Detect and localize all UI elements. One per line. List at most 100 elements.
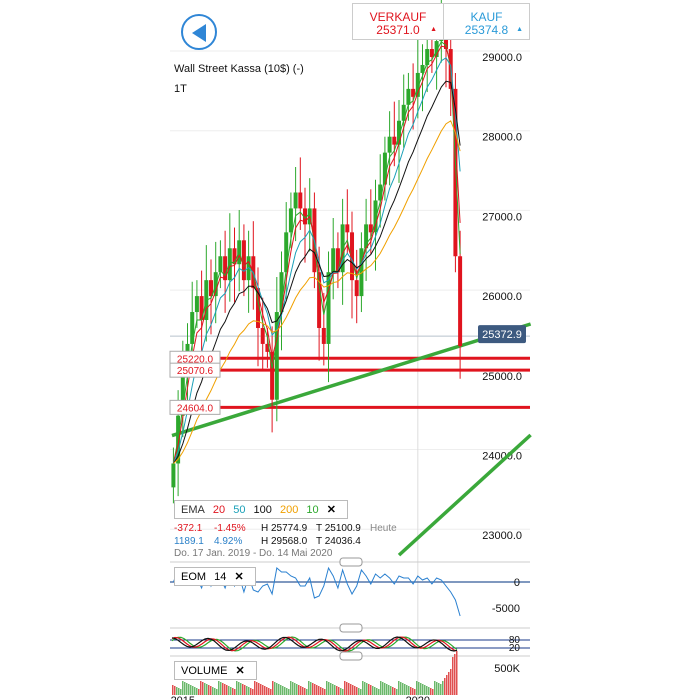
volume-bar bbox=[256, 682, 258, 695]
candle bbox=[279, 272, 284, 313]
volume-bar bbox=[400, 682, 402, 695]
current-price-badge bbox=[478, 325, 526, 344]
candle bbox=[274, 312, 279, 400]
volume-bar bbox=[190, 685, 192, 695]
volume-bar bbox=[426, 686, 428, 695]
timeframe[interactable]: 1T bbox=[174, 83, 187, 95]
volume-bar bbox=[218, 681, 220, 695]
volume-bar bbox=[404, 684, 406, 695]
candle bbox=[434, 41, 439, 57]
ema-line bbox=[172, 40, 461, 464]
volume-bar bbox=[186, 683, 188, 695]
volume-bar bbox=[422, 684, 424, 695]
volume-bar bbox=[340, 688, 342, 695]
resize-handle[interactable] bbox=[339, 651, 363, 661]
sell-button[interactable]: VERKAUF 25371.0 ▲ bbox=[352, 3, 444, 40]
candle bbox=[453, 88, 458, 257]
candle bbox=[406, 88, 411, 105]
level-label-box bbox=[169, 399, 221, 415]
volume-bar bbox=[250, 688, 252, 695]
volume-bar bbox=[242, 684, 244, 695]
volume-bar bbox=[376, 688, 378, 695]
volume-bar bbox=[430, 688, 432, 695]
candle bbox=[444, 33, 449, 50]
ema-period: 20 bbox=[212, 504, 226, 516]
volume-bar bbox=[272, 681, 274, 695]
ema-line bbox=[172, 80, 461, 464]
eom-period: 14 bbox=[214, 571, 227, 583]
volume-bar bbox=[184, 682, 186, 695]
x-tick-label: 2015 bbox=[171, 695, 195, 700]
buy-price: 25374.8 bbox=[464, 23, 509, 37]
resize-handle[interactable] bbox=[339, 557, 363, 567]
ema-legend[interactable]: EMA 20 50 100 200 10 ✕ bbox=[174, 500, 348, 519]
volume-bar bbox=[246, 686, 248, 695]
volume-bar bbox=[350, 684, 352, 695]
volume-bar bbox=[388, 685, 390, 695]
volume-bar bbox=[292, 682, 294, 695]
volume-bar bbox=[204, 683, 206, 695]
volume-bar bbox=[414, 689, 416, 695]
volume-bar bbox=[318, 686, 320, 695]
volume-bar bbox=[368, 684, 370, 695]
volume-bar bbox=[380, 681, 382, 695]
volume-bar bbox=[362, 681, 364, 695]
sell-price: 25371.0 bbox=[376, 23, 420, 37]
volume-bar bbox=[396, 689, 398, 695]
close-icon[interactable]: ✕ bbox=[235, 665, 245, 677]
candle bbox=[199, 296, 204, 321]
volume-label: VOLUME bbox=[181, 665, 228, 677]
volume-bar bbox=[452, 657, 454, 695]
trendline bbox=[171, 322, 532, 438]
volume-bar bbox=[356, 687, 358, 695]
volume-bar bbox=[448, 672, 450, 695]
volume-bar bbox=[238, 682, 240, 695]
volume-bar bbox=[402, 683, 404, 695]
volume-bar bbox=[286, 688, 288, 695]
volume-bar bbox=[324, 689, 326, 695]
volume-bar bbox=[222, 683, 224, 695]
volume-bar bbox=[392, 687, 394, 695]
volume-bar bbox=[322, 688, 324, 695]
y-tick-label: 26000.0 bbox=[482, 291, 522, 303]
volume-bar bbox=[408, 686, 410, 695]
volume-bar bbox=[364, 682, 366, 695]
resize-handle[interactable] bbox=[339, 623, 363, 633]
volume-tick-label: 500K bbox=[494, 663, 520, 675]
candle bbox=[298, 192, 303, 209]
change: 1189.1 bbox=[174, 536, 204, 547]
candle bbox=[265, 343, 270, 352]
change: -372.1 bbox=[174, 523, 203, 534]
candle bbox=[458, 256, 463, 347]
eom-tick-label: 0 bbox=[514, 577, 520, 589]
volume-bar bbox=[290, 681, 292, 695]
candle bbox=[364, 224, 369, 249]
volume-bar bbox=[296, 684, 298, 695]
stoch-tick-label: 20 bbox=[509, 643, 521, 654]
triangle-up-icon: ▲ bbox=[430, 26, 437, 33]
back-button[interactable] bbox=[181, 14, 217, 50]
candle bbox=[260, 327, 265, 344]
volume-bar bbox=[438, 683, 440, 695]
volume-bar bbox=[180, 689, 182, 695]
volume-bar bbox=[174, 686, 176, 695]
volume-bar bbox=[442, 681, 444, 695]
volume-bar bbox=[432, 689, 434, 695]
volume-bar bbox=[202, 682, 204, 695]
y-tick-label: 25000.0 bbox=[482, 371, 522, 383]
ema-period: 10 bbox=[306, 504, 319, 516]
ema-period: 200 bbox=[279, 504, 299, 516]
buy-button[interactable]: KAUF 25374.8 ▲ bbox=[443, 3, 530, 40]
volume-bar bbox=[196, 688, 198, 695]
volume-bar bbox=[454, 654, 456, 695]
close-icon[interactable]: ✕ bbox=[234, 571, 244, 583]
volume-legend[interactable]: VOLUME ✕ bbox=[174, 661, 257, 680]
candle bbox=[227, 248, 232, 281]
eom-legend[interactable]: EOM 14 ✕ bbox=[174, 567, 256, 586]
candle bbox=[194, 296, 199, 313]
close-icon[interactable]: ✕ bbox=[326, 504, 336, 516]
volume-bar bbox=[312, 683, 314, 695]
volume-bar bbox=[188, 684, 190, 695]
y-tick-label: 27000.0 bbox=[482, 211, 522, 223]
